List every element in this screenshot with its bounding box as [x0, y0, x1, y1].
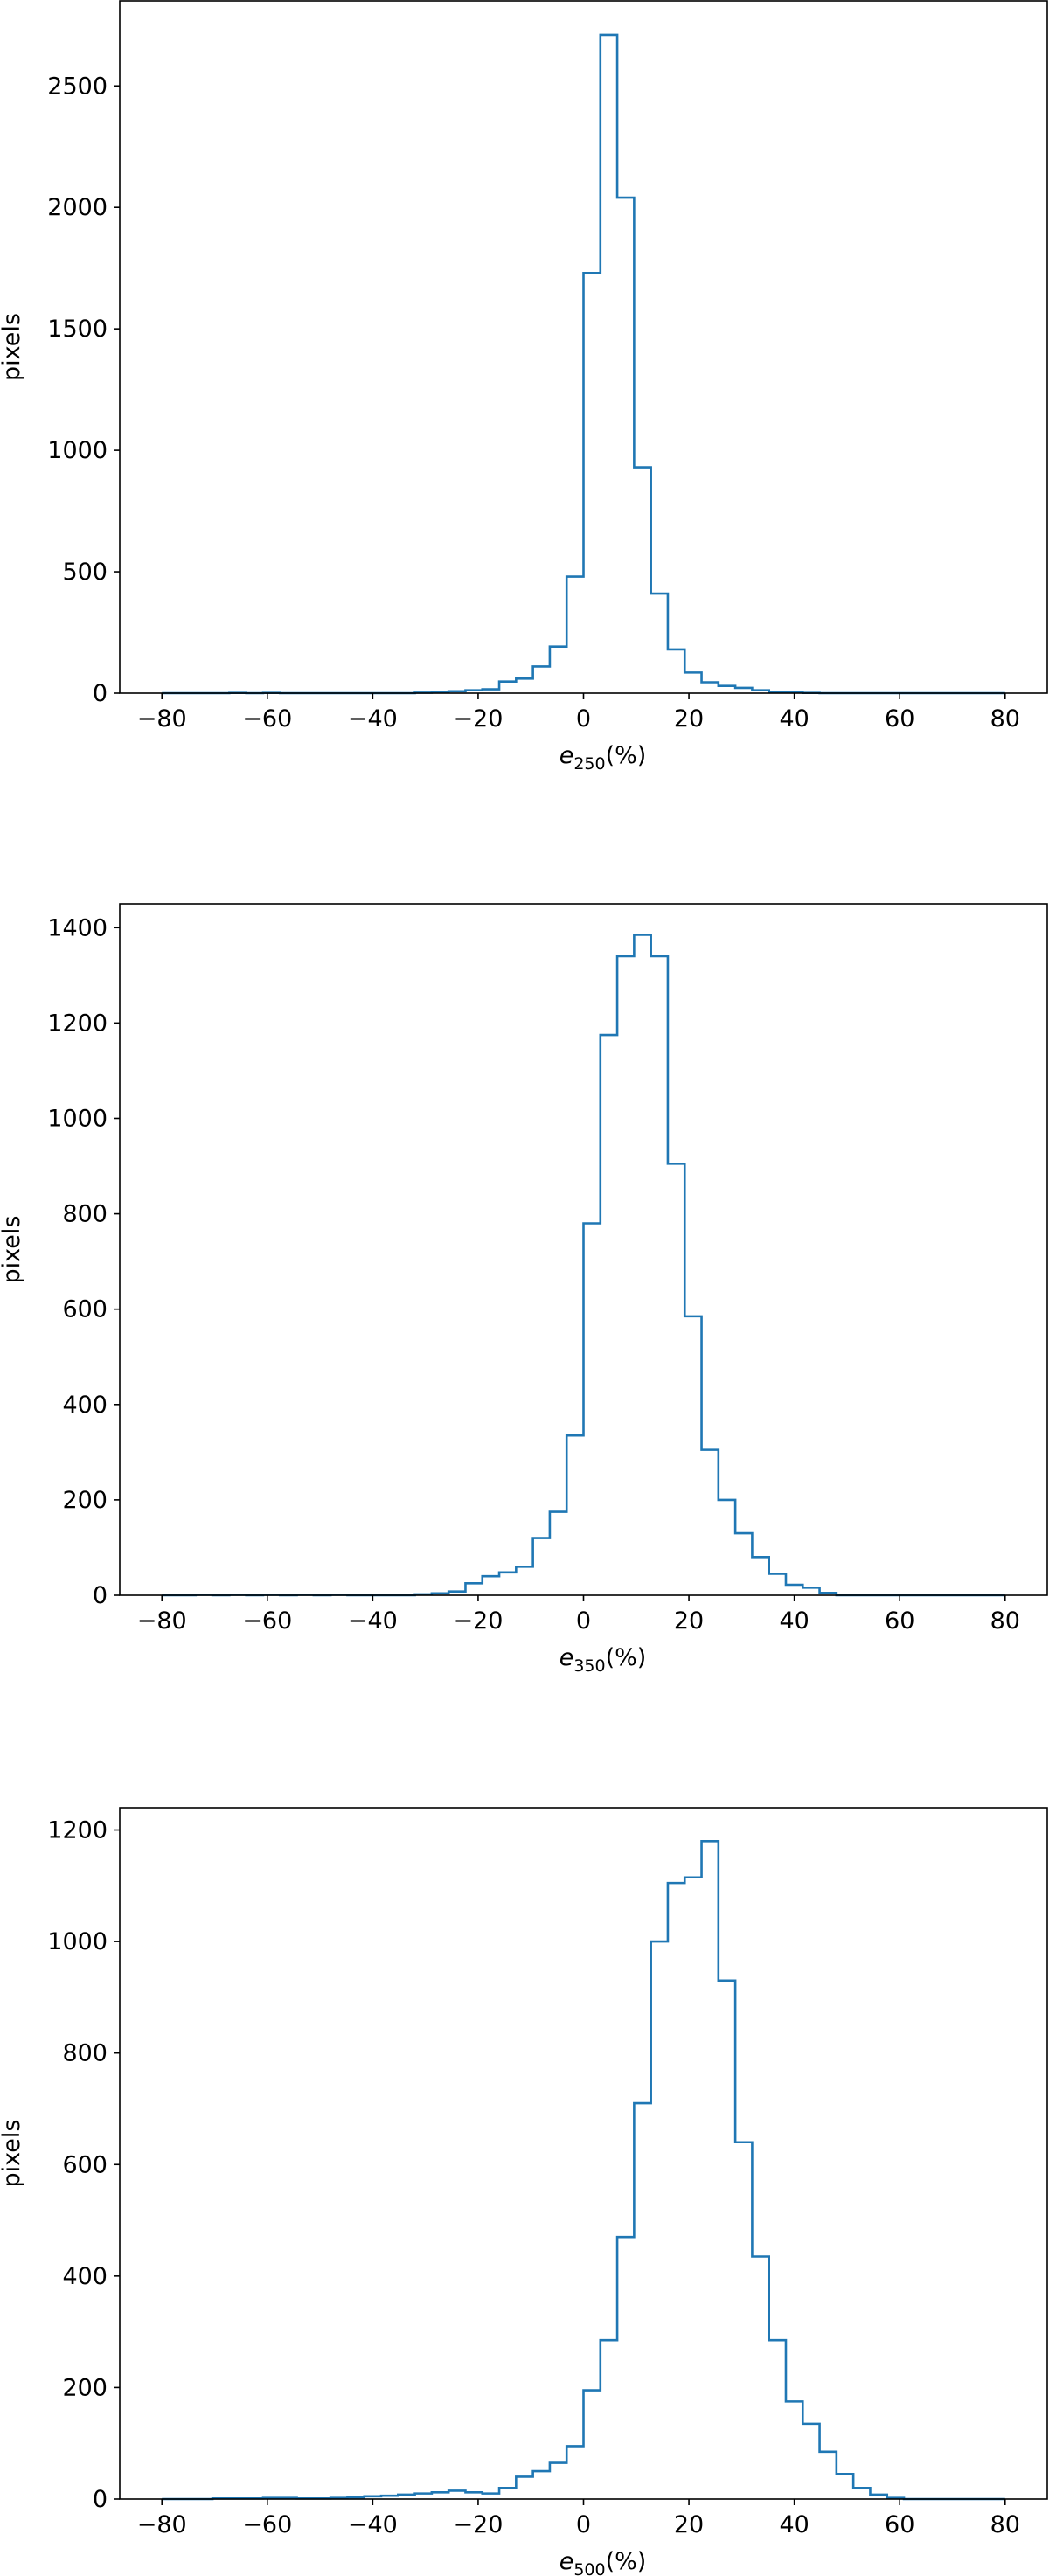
- y-tick-label: 1000: [47, 1928, 108, 1955]
- x-tick-label: −60: [242, 2511, 292, 2538]
- y-tick-label: 1200: [47, 1010, 108, 1037]
- x-tick-label: −80: [137, 705, 187, 733]
- x-tick-label: 80: [990, 2511, 1020, 2538]
- y-tick-label: 1200: [47, 1817, 108, 1844]
- y-tick-label: 2500: [47, 73, 108, 100]
- x-tick-label: 40: [779, 705, 809, 733]
- x-axis-label-unit: (%): [606, 742, 647, 769]
- y-axis-label: pixels: [0, 313, 25, 381]
- x-tick-label: −40: [348, 1607, 398, 1635]
- x-tick-label: 80: [990, 1607, 1020, 1635]
- y-axis-label: pixels: [0, 1216, 25, 1284]
- x-tick-label: 60: [885, 1607, 914, 1635]
- y-tick-label: 0: [93, 2486, 108, 2513]
- x-axis-label-symbol: e: [559, 742, 574, 769]
- histogram-panel: −80 −60 −40 −20 0 20 40 60 80 0 500 1000 1500 2000 250…: [0, 0, 1048, 774]
- y-tick-label: 600: [62, 2151, 108, 2178]
- x-tick-label: 20: [674, 1607, 704, 1635]
- x-tick-label: −60: [242, 1607, 292, 1635]
- x-tick-label: 0: [576, 2511, 591, 2538]
- y-tick-label: 1000: [47, 1105, 108, 1132]
- x-axis-label: e250(%): [559, 742, 647, 774]
- histogram-step-line: [162, 1839, 1005, 2501]
- x-tick-label: −80: [137, 2511, 187, 2538]
- x-tick-label: 40: [779, 2511, 809, 2538]
- x-tick-label: 40: [779, 1607, 809, 1635]
- y-tick-label: 800: [62, 2040, 108, 2067]
- x-tick-label: −40: [348, 705, 398, 733]
- y-tick-label: 1400: [47, 914, 108, 941]
- x-axis-label-unit: (%): [606, 2548, 647, 2575]
- x-axis-label: e500(%): [559, 2548, 647, 2576]
- x-tick-label: −40: [348, 2511, 398, 2538]
- x-tick-label: 20: [674, 705, 704, 733]
- x-tick-label: −20: [453, 2511, 503, 2538]
- y-tick-label: 200: [62, 2374, 108, 2401]
- y-tick-label: 400: [62, 2263, 108, 2290]
- x-axis-label-subscript: 250: [573, 754, 605, 774]
- x-tick-label: 80: [990, 705, 1020, 733]
- y-tick-label: 400: [62, 1392, 108, 1419]
- x-axis-label-symbol: e: [559, 1644, 574, 1671]
- x-axis-label-unit: (%): [606, 1644, 647, 1671]
- x-tick-label: −20: [453, 1607, 503, 1635]
- x-axis-label-symbol: e: [559, 2548, 574, 2575]
- x-axis-label-subscript: 500: [573, 2560, 605, 2576]
- x-tick-label: 20: [674, 2511, 704, 2538]
- y-tick-label: 800: [62, 1201, 108, 1228]
- y-tick-label: 1000: [47, 437, 108, 464]
- y-tick-label: 0: [93, 1582, 108, 1609]
- y-tick-label: 200: [62, 1487, 108, 1514]
- x-axis-label-subscript: 350: [573, 1656, 605, 1676]
- histogram-step-line: [162, 934, 1005, 1597]
- x-tick-label: −80: [137, 1607, 187, 1635]
- y-tick-label: 2000: [47, 194, 108, 221]
- y-axis-label: pixels: [0, 2120, 25, 2188]
- x-tick-label: −60: [242, 705, 292, 733]
- y-tick-label: 0: [93, 680, 108, 707]
- x-axis-label: e350(%): [559, 1644, 647, 1676]
- x-tick-label: 60: [885, 705, 914, 733]
- histogram-step-line: [162, 33, 1005, 695]
- histogram-panel: −80 −60 −40 −20 0 20 40 60 800200400600800100012…: [0, 1807, 1048, 2576]
- y-tick-label: 500: [62, 559, 108, 586]
- y-tick-label: 600: [62, 1296, 108, 1323]
- x-tick-label: 60: [885, 2511, 914, 2538]
- x-tick-label: 0: [576, 705, 591, 733]
- x-tick-label: −20: [453, 705, 503, 733]
- y-tick-label: 1500: [47, 316, 108, 343]
- histogram-panel: −80 −60 −40 −20 0 20 40 60 800200400600800100012…: [0, 903, 1048, 1676]
- x-tick-label: 0: [576, 1607, 591, 1635]
